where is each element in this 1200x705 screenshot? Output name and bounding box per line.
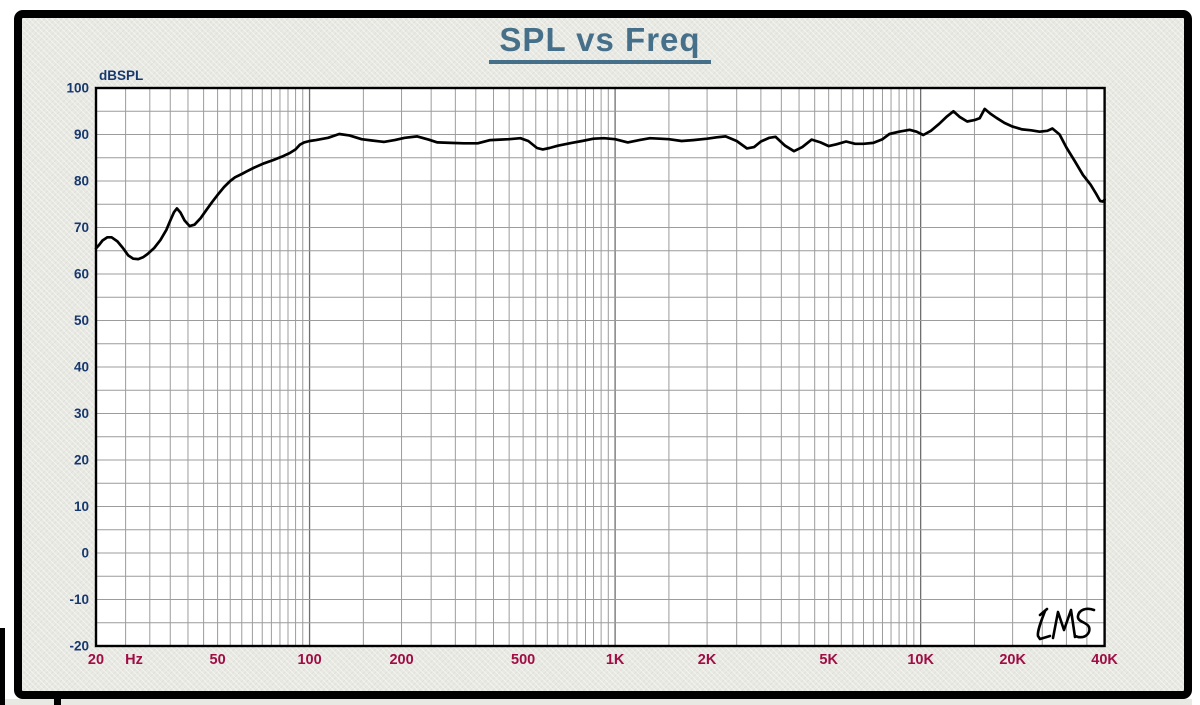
lms-logo <box>1036 607 1096 641</box>
x-tick-label: 500 <box>511 652 535 668</box>
lms-logo-stroke <box>1051 608 1077 640</box>
y-tick-label: 0 <box>81 546 89 561</box>
x-tick-label: 50 <box>210 652 226 668</box>
x-tick-label: 40K <box>1091 652 1118 668</box>
plot-border <box>94 86 1106 648</box>
y-tick-label: 30 <box>74 406 89 421</box>
x-tick-label: 1K <box>606 652 625 668</box>
y-tick-label: 50 <box>74 313 89 328</box>
x-tick-label: 10K <box>907 652 934 668</box>
x-tick-label: 2K <box>698 652 717 668</box>
grid-lines <box>96 88 1105 646</box>
y-tick-label: 100 <box>66 81 89 96</box>
chart-title: SPL vs Freq <box>489 21 711 65</box>
x-tick-label: 200 <box>389 652 413 668</box>
y-tick-label: 90 <box>74 127 89 142</box>
x-tick-label: 20 <box>88 652 104 668</box>
x-axis-unit: Hz <box>125 652 143 668</box>
y-tick-label: -20 <box>69 639 89 654</box>
y-tick-label: 70 <box>74 220 89 235</box>
y-tick-label: 60 <box>74 267 89 282</box>
y-axis-title: dBSPL <box>99 68 143 83</box>
x-tick-label: 5K <box>819 652 838 668</box>
y-tick-label: 80 <box>74 174 89 189</box>
y-tick-label: 40 <box>74 360 89 375</box>
x-tick-label: 100 <box>297 652 321 668</box>
window-edge-artifact <box>0 628 5 705</box>
x-axis-tick-labels: 20 50 100 200 500 1K 2K 5K 10K 20K 40K Hz <box>88 652 1118 668</box>
lms-logo-stroke <box>1073 607 1096 639</box>
lms-logo-stroke <box>1036 609 1052 641</box>
x-tick-label: 20K <box>999 652 1026 668</box>
y-tick-label: -10 <box>69 592 89 607</box>
next-panel-divider <box>54 699 61 705</box>
spl-curve <box>94 107 1106 261</box>
title-bar: SPL vs Freq <box>0 21 1200 65</box>
y-tick-label: 20 <box>74 453 89 468</box>
next-panel-top-strip <box>5 699 1192 705</box>
y-tick-label: 10 <box>74 499 89 514</box>
